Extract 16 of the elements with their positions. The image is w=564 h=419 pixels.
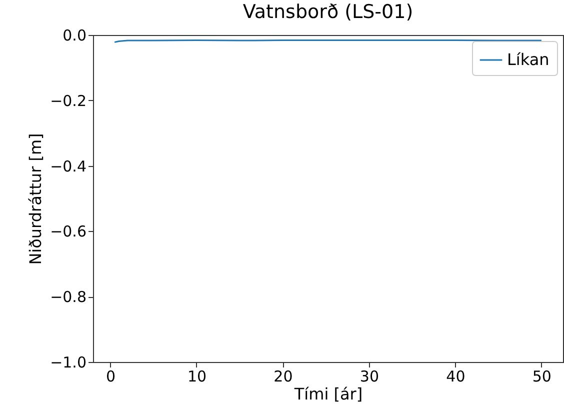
x-tick-label: 10: [187, 368, 207, 386]
x-axis-title: Tími [ár]: [293, 384, 363, 404]
x-tick-label: 0: [106, 368, 116, 386]
y-tick-label: −1.0: [50, 354, 86, 372]
y-tick-label: −0.6: [50, 222, 86, 241]
y-tick-label: −0.2: [50, 92, 86, 110]
y-tick-label: −0.4: [50, 157, 86, 176]
y-axis-title: Niðurdráttur [m]: [26, 133, 46, 265]
x-tick-label: 50: [532, 368, 552, 386]
x-tick-label: 20: [274, 368, 293, 386]
legend-label: Líkan: [507, 50, 550, 69]
y-tick-label: −0.8: [50, 288, 86, 306]
y-tick-label: 0.0: [62, 26, 86, 44]
chart-title: Vatnsborð (LS-01): [242, 1, 414, 23]
x-tick-label: 30: [360, 368, 380, 386]
x-tick-label: 40: [446, 368, 466, 386]
